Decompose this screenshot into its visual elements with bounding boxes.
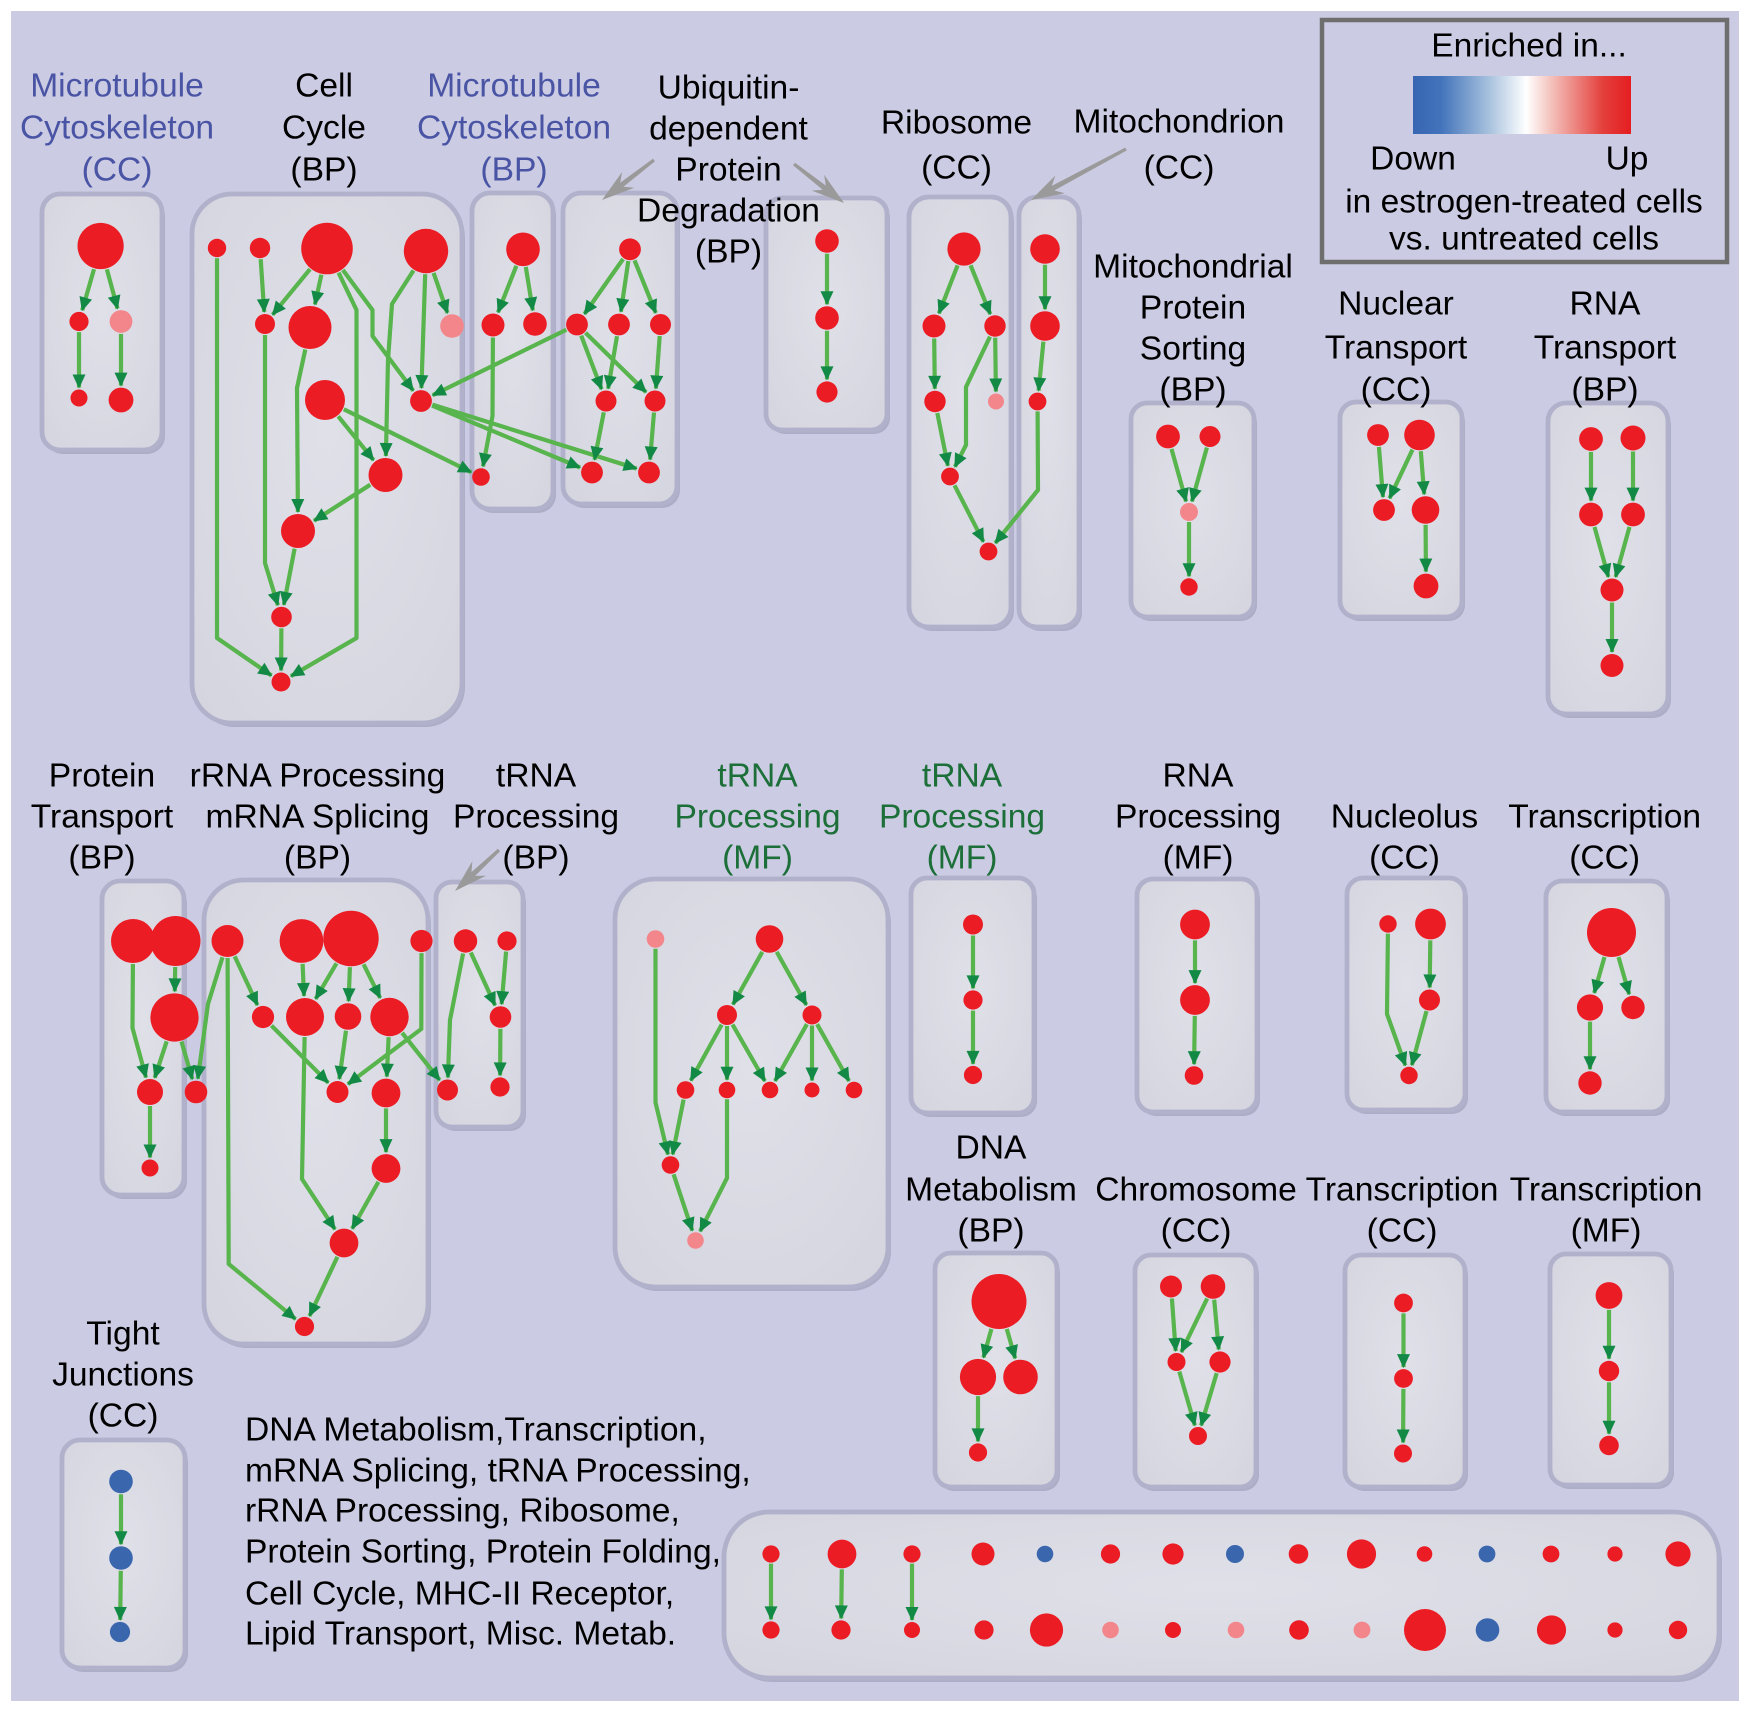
svg-text:Transport: Transport	[31, 799, 174, 836]
svg-text:(MF): (MF)	[1571, 1213, 1642, 1250]
svg-text:Protein: Protein	[1140, 290, 1246, 327]
svg-text:Microtubule: Microtubule	[30, 68, 204, 105]
svg-text:Ribosome: Ribosome	[881, 105, 1032, 142]
svg-text:(BP): (BP)	[68, 840, 135, 877]
svg-text:Mitochondrion: Mitochondrion	[1074, 104, 1285, 141]
svg-text:mRNA Splicing, tRNA Processing: mRNA Splicing, tRNA Processing,	[245, 1453, 751, 1490]
svg-text:(BP): (BP)	[1571, 372, 1638, 409]
svg-text:DNA Metabolism,Transcription,: DNA Metabolism,Transcription,	[245, 1412, 707, 1449]
svg-text:Ubiquitin-: Ubiquitin-	[658, 70, 800, 107]
svg-text:Processing: Processing	[453, 799, 619, 836]
svg-text:mRNA Splicing: mRNA Splicing	[206, 799, 430, 836]
svg-text:(BP): (BP)	[480, 152, 547, 189]
svg-text:Processing: Processing	[674, 799, 840, 836]
svg-text:Cytoskeleton: Cytoskeleton	[20, 110, 214, 147]
svg-text:rRNA Processing: rRNA Processing	[190, 758, 446, 795]
svg-text:(MF): (MF)	[1163, 840, 1234, 877]
svg-text:RNA: RNA	[1163, 758, 1234, 795]
svg-text:(BP): (BP)	[1159, 372, 1226, 409]
svg-text:RNA: RNA	[1570, 286, 1641, 323]
svg-text:Cell Cycle, MHC-II Receptor,: Cell Cycle, MHC-II Receptor,	[245, 1576, 674, 1613]
svg-text:Transport: Transport	[1325, 330, 1468, 367]
svg-text:Protein: Protein	[675, 152, 781, 189]
svg-text:(CC): (CC)	[1569, 840, 1640, 877]
svg-text:Tight: Tight	[86, 1316, 160, 1353]
svg-text:Cycle: Cycle	[282, 110, 366, 147]
svg-text:Chromosome: Chromosome	[1095, 1172, 1297, 1209]
svg-text:DNA: DNA	[956, 1130, 1027, 1167]
svg-text:(BP): (BP)	[957, 1213, 1024, 1250]
svg-text:Cell: Cell	[295, 68, 353, 105]
svg-text:Mitochondrial: Mitochondrial	[1093, 249, 1293, 286]
svg-text:Nucleolus: Nucleolus	[1331, 799, 1478, 836]
svg-text:tRNA: tRNA	[496, 758, 577, 795]
svg-text:(BP): (BP)	[284, 840, 351, 877]
svg-text:Transcription: Transcription	[1306, 1172, 1499, 1209]
svg-text:Microtubule: Microtubule	[427, 68, 601, 105]
svg-text:vs. untreated cells: vs. untreated cells	[1389, 221, 1659, 258]
svg-text:Transcription: Transcription	[1510, 1172, 1703, 1209]
svg-text:(MF): (MF)	[722, 840, 793, 877]
svg-text:Metabolism: Metabolism	[905, 1172, 1077, 1209]
svg-text:Up: Up	[1606, 141, 1649, 178]
svg-text:rRNA Processing, Ribosome,: rRNA Processing, Ribosome,	[245, 1493, 680, 1530]
svg-text:(CC): (CC)	[1161, 1213, 1232, 1250]
svg-text:(BP): (BP)	[502, 840, 569, 877]
svg-text:Degradation: Degradation	[637, 193, 820, 230]
svg-text:Protein Sorting, Protein Foldi: Protein Sorting, Protein Folding,	[245, 1534, 721, 1571]
svg-text:Junctions: Junctions	[52, 1357, 194, 1394]
svg-text:Transcription: Transcription	[1508, 799, 1701, 836]
svg-text:Nuclear: Nuclear	[1338, 286, 1454, 323]
svg-text:Protein: Protein	[49, 758, 155, 795]
svg-text:(MF): (MF)	[927, 840, 998, 877]
svg-text:Transport: Transport	[1534, 330, 1677, 367]
svg-text:Lipid Transport, Misc. Metab.: Lipid Transport, Misc. Metab.	[245, 1616, 676, 1653]
svg-text:(CC): (CC)	[82, 152, 153, 189]
svg-text:(CC): (CC)	[1367, 1213, 1438, 1250]
svg-text:(CC): (CC)	[1369, 840, 1440, 877]
svg-text:in estrogen-treated cells: in estrogen-treated cells	[1345, 184, 1703, 221]
svg-text:(CC): (CC)	[921, 150, 992, 187]
svg-text:(CC): (CC)	[88, 1398, 159, 1435]
svg-text:Processing: Processing	[879, 799, 1045, 836]
svg-text:Processing: Processing	[1115, 799, 1281, 836]
svg-text:Cytoskeleton: Cytoskeleton	[417, 110, 611, 147]
svg-text:Enriched in...: Enriched in...	[1431, 28, 1627, 65]
svg-text:tRNA: tRNA	[922, 758, 1003, 795]
svg-text:Down: Down	[1370, 141, 1456, 178]
svg-text:Sorting: Sorting	[1140, 331, 1246, 368]
svg-text:(BP): (BP)	[695, 234, 762, 271]
svg-text:(CC): (CC)	[1361, 372, 1432, 409]
svg-text:(CC): (CC)	[1144, 150, 1215, 187]
svg-text:tRNA: tRNA	[717, 758, 798, 795]
svg-text:dependent: dependent	[649, 111, 808, 148]
svg-text:(BP): (BP)	[290, 152, 357, 189]
